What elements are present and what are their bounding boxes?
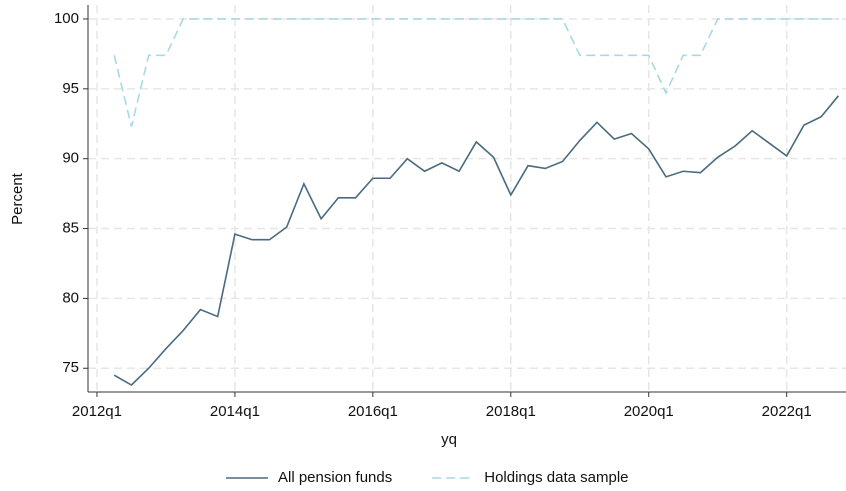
y-axis-label: Percent xyxy=(9,172,26,225)
x-tick-label: 2022q1 xyxy=(762,403,812,420)
y-tick-label: 90 xyxy=(62,150,79,167)
x-tick-label: 2020q1 xyxy=(624,403,674,420)
legend-label: Holdings data sample xyxy=(484,469,628,486)
y-tick-label: 80 xyxy=(62,289,79,306)
y-tick-label: 75 xyxy=(62,359,79,376)
y-tick-label: 100 xyxy=(54,10,79,27)
legend-label: All pension funds xyxy=(278,469,392,486)
x-tick-label: 2018q1 xyxy=(486,403,536,420)
x-axis-label: yq xyxy=(441,431,457,448)
x-tick-label: 2016q1 xyxy=(348,403,398,420)
line xyxy=(113,95,840,387)
y-tick-label: 95 xyxy=(62,80,79,97)
x-tick-label: 2012q1 xyxy=(72,403,122,420)
x-tick-label: 2014q1 xyxy=(210,403,260,420)
line xyxy=(113,18,839,127)
y-tick-label: 85 xyxy=(62,220,79,237)
